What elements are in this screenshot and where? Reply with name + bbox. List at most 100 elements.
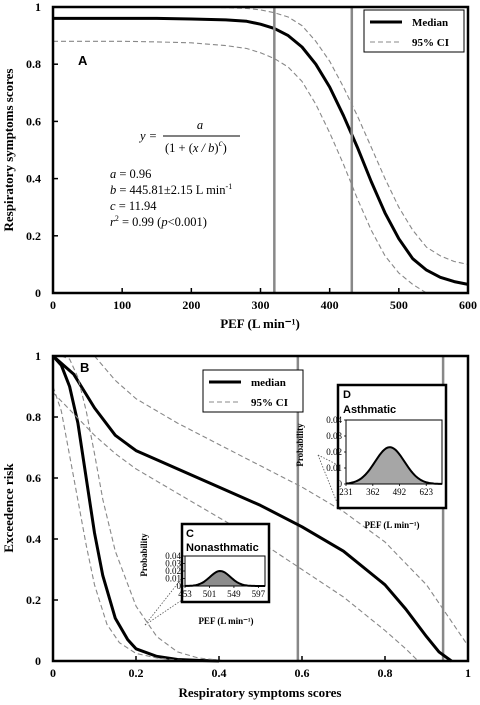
equation-lhs: y = xyxy=(138,129,157,143)
y-tick-label: 0.6 xyxy=(26,114,41,128)
y-tick-label: 0.2 xyxy=(26,229,41,243)
x-tick-label: 0.6 xyxy=(295,666,310,680)
inset-x-tick-label: 453 xyxy=(178,589,192,599)
inset-y-tick-label: 0.02 xyxy=(165,566,181,576)
inset-c-frame xyxy=(180,522,271,604)
connector-c-line xyxy=(144,599,183,626)
inset-y-tick-label: 0.01 xyxy=(165,574,181,584)
inset-c-xlabel: PEF (L min⁻¹) xyxy=(198,616,253,626)
param-b: b = 445.81±2.15 L min-1 xyxy=(110,182,232,197)
y-tick-label: 0.4 xyxy=(26,532,41,546)
panel-b-ticks: 0 0.2 0.4 0.6 0.8 1 0 0.2 0.4 0.6 0.8 1 xyxy=(26,349,471,680)
inset-x-tick-label: 549 xyxy=(227,589,241,599)
equation-den-open: (1 + ( xyxy=(165,141,193,155)
x-tick-label: 600 xyxy=(459,298,477,312)
legend-median-label: median xyxy=(251,377,286,389)
inset-c-title: Nonasthmatic xyxy=(186,542,259,554)
panel-b-legend: median 95% CI xyxy=(202,369,304,413)
equation-den-exp: c xyxy=(219,138,223,148)
param-c: c = 11.94 xyxy=(110,199,157,213)
param-a: a = 0.96 xyxy=(110,167,151,181)
inset-x-tick-label: 492 xyxy=(393,487,407,497)
ci-line-1 xyxy=(53,6,469,265)
y-tick-label: 1 xyxy=(35,0,41,14)
panel-b-frame xyxy=(51,354,470,663)
x-tick-label: 500 xyxy=(390,298,408,312)
y-tick-label: 0.2 xyxy=(26,593,41,607)
inset-d-title: Asthmatic xyxy=(343,404,396,416)
x-tick-label: 100 xyxy=(113,298,131,312)
x-tick-label: 300 xyxy=(252,298,270,312)
legend-ci-label: 95% CI xyxy=(412,37,449,49)
y-tick-label: 0.8 xyxy=(26,57,41,71)
inset-d: D Asthmatic 0 0.01 0.02 0.03 0.04 231 362 492 62… xyxy=(295,383,448,530)
inset-x-tick-label: 597 xyxy=(252,589,266,599)
panel-a-ticks: 0 100 200 300 400 500 600 0 0.2 0.4 0.6 0.8 1 xyxy=(26,0,477,312)
inset-x-tick-label: 501 xyxy=(203,589,217,599)
panel-b-label: B xyxy=(80,360,89,375)
panel-a-xlabel: PEF (L min⁻¹) xyxy=(220,316,300,331)
equation: y = a (1 + (x / b)c) xyxy=(138,118,240,155)
y-tick-label: 0 xyxy=(35,286,41,300)
connector-d-line xyxy=(317,454,339,466)
connector-c-line xyxy=(144,577,183,626)
inset-d-frame xyxy=(336,383,448,510)
y-tick-label: 0.6 xyxy=(26,471,41,485)
inset-y-tick-label: 0 xyxy=(177,581,182,591)
inset-y-tick-label: 0.04 xyxy=(326,415,342,425)
distribution-area xyxy=(346,447,442,484)
median-line-0 xyxy=(53,16,469,286)
x-tick-label: 0.2 xyxy=(129,666,144,680)
equation-denominator: (1 + (x / b)c) xyxy=(165,138,227,155)
y-tick-label: 0.4 xyxy=(26,172,41,186)
x-tick-label: 0 xyxy=(50,666,56,680)
panel-a-label: A xyxy=(78,53,88,68)
equation-den-var: x / b xyxy=(192,141,215,155)
inset-y-tick-label: 0 xyxy=(338,479,343,489)
inset-c: C Nonasthmatic 00.010.020.030.04 453 501 54… xyxy=(139,522,271,626)
panel-a-series xyxy=(53,6,469,294)
panel-b-ylabel: Exceedence risk xyxy=(1,463,16,553)
inset-x-tick-label: 231 xyxy=(339,487,353,497)
inset-x-tick-label: 623 xyxy=(419,487,433,497)
x-tick-label: 1 xyxy=(465,666,471,680)
inset-d-plot: 0 0.01 0.02 0.03 0.04 231 362 492 623 xyxy=(326,415,443,497)
param-r2: r2 = 0.99 (p<0.001) xyxy=(110,214,207,229)
x-tick-label: 0.8 xyxy=(378,666,393,680)
equation-numerator: a xyxy=(197,118,203,132)
equation-den-close: ) xyxy=(214,141,218,155)
inset-y-tick-label: 0.01 xyxy=(326,463,342,473)
ci-line-2 xyxy=(53,40,427,294)
panel-b-xlabel: Respiratory symptoms scores xyxy=(179,685,342,700)
x-tick-label: 0 xyxy=(50,298,56,312)
inset-d-xlabel: PEF (L min⁻¹) xyxy=(364,520,419,530)
ci-line-4 xyxy=(52,392,419,662)
inset-d-label: D xyxy=(343,389,351,401)
equation-den-end: ) xyxy=(223,141,227,155)
inset-y-tick-label: 0.04 xyxy=(165,551,181,561)
legend-box xyxy=(363,9,465,53)
y-tick-label: 0 xyxy=(35,654,41,668)
y-tick-label: 0.8 xyxy=(26,410,41,424)
distribution-curve xyxy=(345,446,442,485)
inset-x-tick-label: 362 xyxy=(366,487,380,497)
x-tick-label: 400 xyxy=(321,298,339,312)
inset-c-ylabel: Probability xyxy=(139,533,149,577)
median-line-0 xyxy=(51,354,220,663)
legend-box xyxy=(202,369,304,413)
panel-a-legend: Median 95% CI xyxy=(363,9,465,53)
panel-a-ylabel: Respiratory symptoms scores xyxy=(1,69,16,232)
inset-d-ylabel: Probability xyxy=(295,423,305,467)
panel-a: 0 100 200 300 400 500 600 0 0.2 0.4 0.6 0.8 1 A PEF … xyxy=(1,0,477,331)
inset-c-plot: 00.010.020.030.04 453 501 549 597 xyxy=(165,551,265,599)
x-tick-label: 200 xyxy=(182,298,200,312)
ci-line-3 xyxy=(61,355,228,662)
inset-y-tick-label: 0.03 xyxy=(326,431,342,441)
inset-c-label: C xyxy=(186,528,194,540)
inset-y-tick-label: 0.02 xyxy=(326,447,342,457)
median-line-1 xyxy=(52,354,453,663)
panel-b: 0 0.2 0.4 0.6 0.8 1 0 0.2 0.4 0.6 0.8 1 B Respirato… xyxy=(1,349,471,700)
panel-b-series xyxy=(51,354,469,663)
x-tick-label: 0.4 xyxy=(212,666,227,680)
